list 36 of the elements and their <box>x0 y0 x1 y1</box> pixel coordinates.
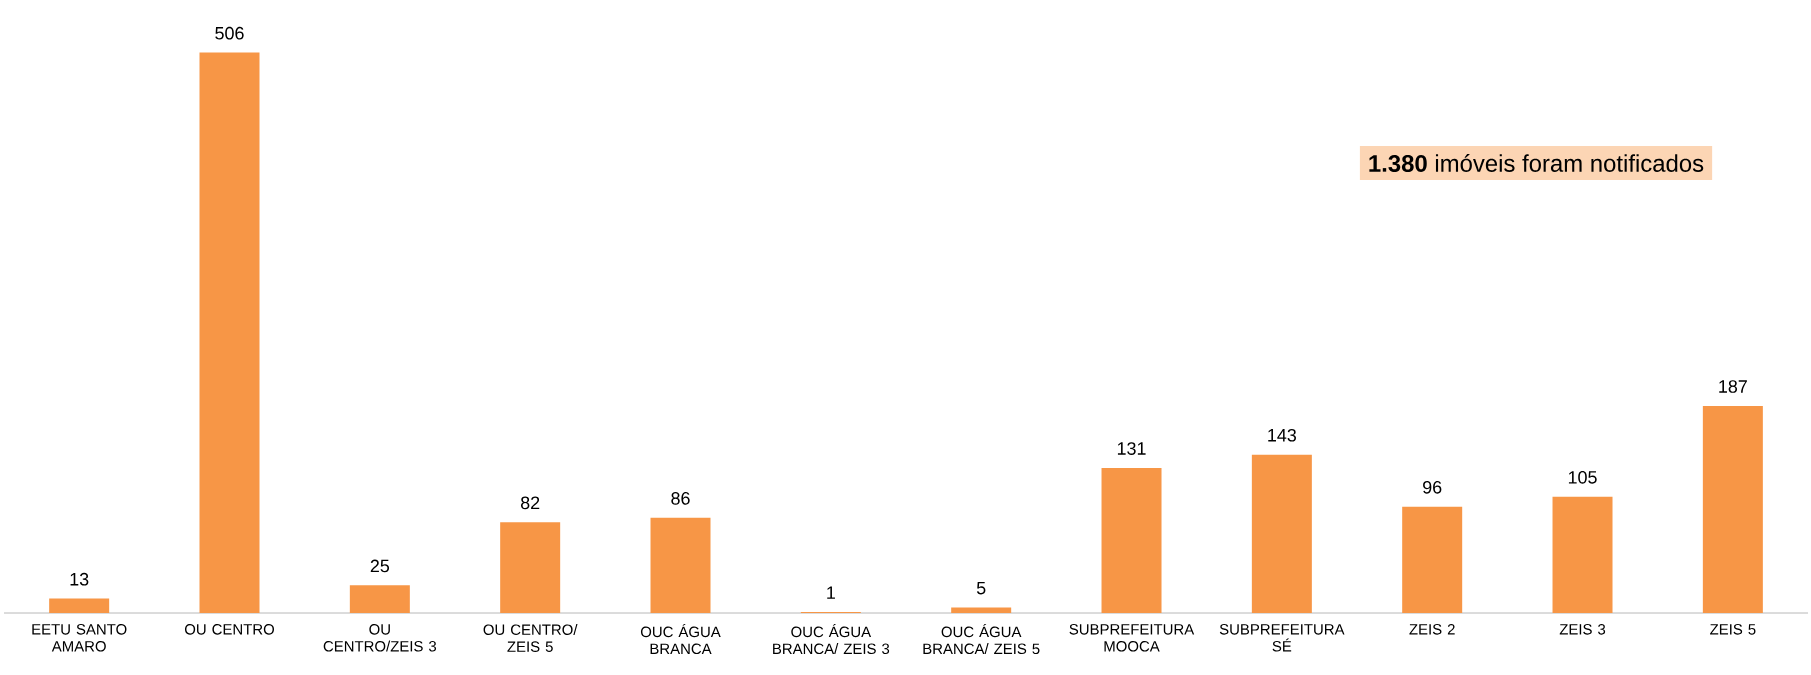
x-tick-label: OUC ÁGUA BRANCA/ ZEIS 5 <box>923 624 1040 655</box>
data-label: 96 <box>1423 480 1442 494</box>
data-label: 13 <box>70 572 89 586</box>
bar <box>49 598 110 613</box>
data-label: 187 <box>1719 380 1747 393</box>
data-label: 105 <box>1568 470 1597 484</box>
bar <box>1402 506 1463 613</box>
x-tick-label: SUBPREFEITURA SÉ <box>1219 624 1345 652</box>
data-label: 131 <box>1117 442 1146 455</box>
data-label: 82 <box>520 496 540 510</box>
data-label: 86 <box>671 492 690 505</box>
x-tick-label: SUBPREFEITURA MOOCA <box>1069 624 1195 652</box>
x-tick-label: ZEIS 3 <box>1559 624 1606 635</box>
bar <box>1552 496 1613 613</box>
data-label: 5 <box>976 581 986 595</box>
bar <box>1101 467 1162 613</box>
x-tick-label: OU CENTRO <box>184 624 275 635</box>
data-label: 25 <box>370 559 390 573</box>
bar <box>951 607 1012 613</box>
annotation: 1.380 imóveis foram notificados <box>1369 154 1704 172</box>
bar <box>1251 454 1312 613</box>
data-label: 143 <box>1268 428 1297 442</box>
bar <box>650 517 711 613</box>
bar <box>1702 405 1763 613</box>
x-tick-label: OUC ÁGUA BRANCA/ ZEIS 3 <box>773 624 890 655</box>
x-tick-label: EETU SANTO AMARO <box>32 624 127 652</box>
bar <box>500 522 561 613</box>
x-tick-label: OU CENTRO/ ZEIS 5 <box>483 624 578 652</box>
bar <box>199 52 260 613</box>
x-tick-label: OUC ÁGUA BRANCA <box>640 624 721 655</box>
data-label: 506 <box>215 26 244 40</box>
data-label: 1 <box>827 586 835 599</box>
bar <box>349 585 410 613</box>
x-tick-label: OU CENTRO/ZEIS 3 <box>323 624 437 652</box>
x-tick-label: ZEIS 2 <box>1409 624 1455 635</box>
x-tick-label: ZEIS 5 <box>1710 624 1756 635</box>
